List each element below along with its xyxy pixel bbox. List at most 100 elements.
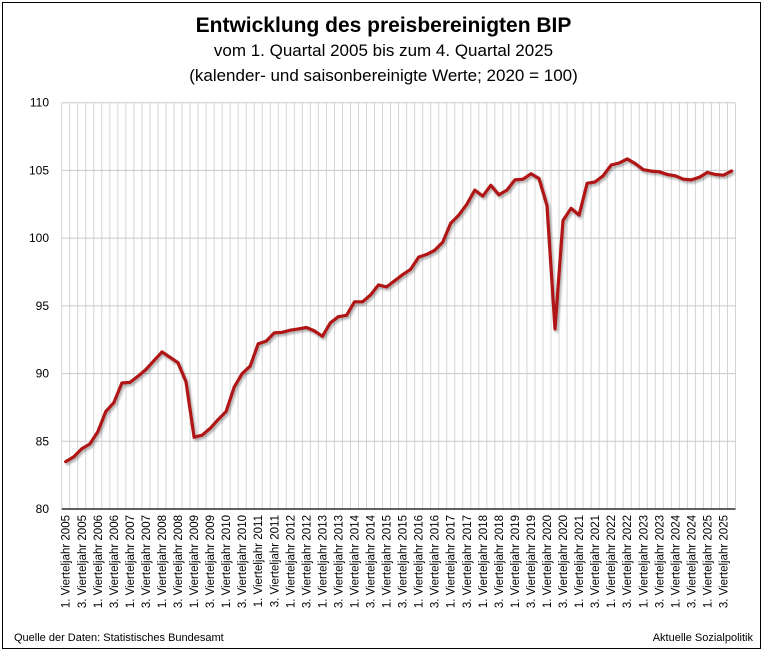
data-point [200, 433, 204, 437]
data-point [256, 342, 260, 346]
data-point [425, 252, 429, 256]
x-tick-label: 3. Vierteljahr 2025 [718, 515, 730, 608]
x-tick-label: 1. Vierteljahr 2025 [702, 515, 714, 608]
data-point [288, 328, 292, 332]
x-tick-label: 3. Vierteljahr 2008 [173, 515, 185, 608]
data-point [561, 219, 565, 222]
y-tick-label: 90 [36, 367, 50, 381]
data-point [722, 173, 725, 177]
data-point [593, 180, 597, 184]
data-point [730, 169, 733, 173]
data-point [296, 327, 300, 331]
publisher-credit: Aktuelle Sozialpolitik [652, 632, 753, 644]
x-tick-label: 1. Vierteljahr 2010 [221, 515, 233, 608]
y-tick-label: 85 [36, 434, 50, 448]
data-point [441, 240, 445, 244]
data-point [353, 300, 356, 304]
data-point [537, 177, 541, 180]
chart-frame [2, 2, 761, 649]
data-point [513, 178, 517, 182]
data-point [272, 331, 276, 335]
data-point [88, 442, 92, 446]
data-point [569, 206, 573, 210]
x-tick-label: 1. Vierteljahr 2009 [189, 515, 201, 608]
x-tick-label: 3. Vierteljahr 2009 [205, 515, 217, 608]
data-point [176, 361, 180, 365]
data-point [329, 321, 332, 325]
data-point [473, 188, 477, 192]
data-point [240, 372, 244, 375]
data-point [80, 447, 84, 451]
data-point [609, 163, 613, 167]
data-point [377, 283, 380, 287]
data-point [104, 410, 108, 413]
x-tick-label: 1. Vierteljahr 2007 [125, 515, 137, 608]
data-point [361, 300, 364, 304]
data-point [152, 359, 156, 363]
x-tick-label: 1. Vierteljahr 2012 [285, 515, 297, 608]
y-axis-ticks: 80 85 90 95 100 105 110 [29, 96, 49, 516]
data-point [681, 177, 685, 181]
data-point [497, 193, 501, 197]
data-point [184, 380, 188, 384]
x-tick-label: 3. Vierteljahr 2013 [333, 515, 345, 608]
x-tick-label: 1. Vierteljahr 2008 [157, 515, 169, 608]
x-tick-label: 1. Vierteljahr 2018 [478, 515, 490, 608]
data-point [689, 178, 693, 182]
y-tick-label: 95 [36, 299, 50, 313]
data-point [714, 173, 717, 176]
x-tick-label: 1. Vierteljahr 2013 [317, 515, 329, 608]
data-point [449, 221, 453, 225]
data-point [320, 334, 324, 338]
source-note: Quelle der Daten: Statistisches Bundesam… [14, 632, 224, 644]
y-tick-label: 105 [29, 163, 49, 177]
y-tick-label: 80 [36, 502, 50, 516]
data-point [617, 161, 621, 165]
data-point [208, 427, 212, 430]
data-point [280, 330, 284, 334]
data-point [545, 204, 549, 208]
x-tick-label: 3. Vierteljahr 2011 [269, 515, 281, 607]
data-point [385, 285, 388, 289]
x-tick-label: 1. Vierteljahr 2024 [670, 514, 682, 608]
data-point [160, 350, 164, 354]
data-point [641, 168, 645, 172]
data-point [409, 267, 413, 271]
data-point [232, 385, 236, 389]
x-tick-label: 1. Vierteljahr 2005 [61, 515, 73, 608]
data-point [96, 430, 100, 434]
data-point [698, 175, 701, 179]
data-point [505, 188, 509, 192]
data-point [224, 410, 228, 413]
data-point [481, 194, 485, 198]
x-tick-label: 1. Vierteljahr 2017 [446, 515, 458, 608]
data-point [401, 273, 405, 277]
x-tick-label: 3. Vierteljahr 2019 [526, 515, 538, 608]
y-tick-label: 100 [29, 231, 49, 245]
data-point [521, 177, 525, 181]
data-point [369, 293, 372, 297]
data-point [577, 213, 581, 217]
x-tick-label: 3. Vierteljahr 2005 [77, 515, 89, 608]
x-tick-label: 1. Vierteljahr 2016 [414, 515, 426, 608]
data-point [112, 401, 116, 405]
x-tick-label: 1. Vierteljahr 2020 [542, 515, 554, 608]
chart-title: Entwicklung des preisbereinigten BIP [195, 14, 572, 37]
x-tick-label: 3. Vierteljahr 2022 [622, 515, 634, 608]
data-point [304, 326, 308, 329]
data-point [345, 313, 348, 317]
data-point [72, 455, 76, 459]
chart-subtitle-period: vom 1. Quartal 2005 bis zum 4. Quartal 2… [213, 41, 554, 60]
x-tick-label: 3. Vierteljahr 2021 [590, 515, 602, 608]
data-point [625, 157, 629, 161]
data-point [120, 381, 124, 385]
y-tick-label: 110 [30, 96, 49, 110]
data-point [457, 213, 461, 217]
series-layer [64, 157, 734, 464]
data-point [144, 368, 148, 371]
x-tick-label: 3. Vierteljahr 2015 [398, 515, 410, 608]
data-point [633, 162, 637, 166]
x-tick-label: 1. Vierteljahr 2023 [638, 515, 650, 608]
x-tick-label: 1. Vierteljahr 2022 [606, 515, 618, 608]
